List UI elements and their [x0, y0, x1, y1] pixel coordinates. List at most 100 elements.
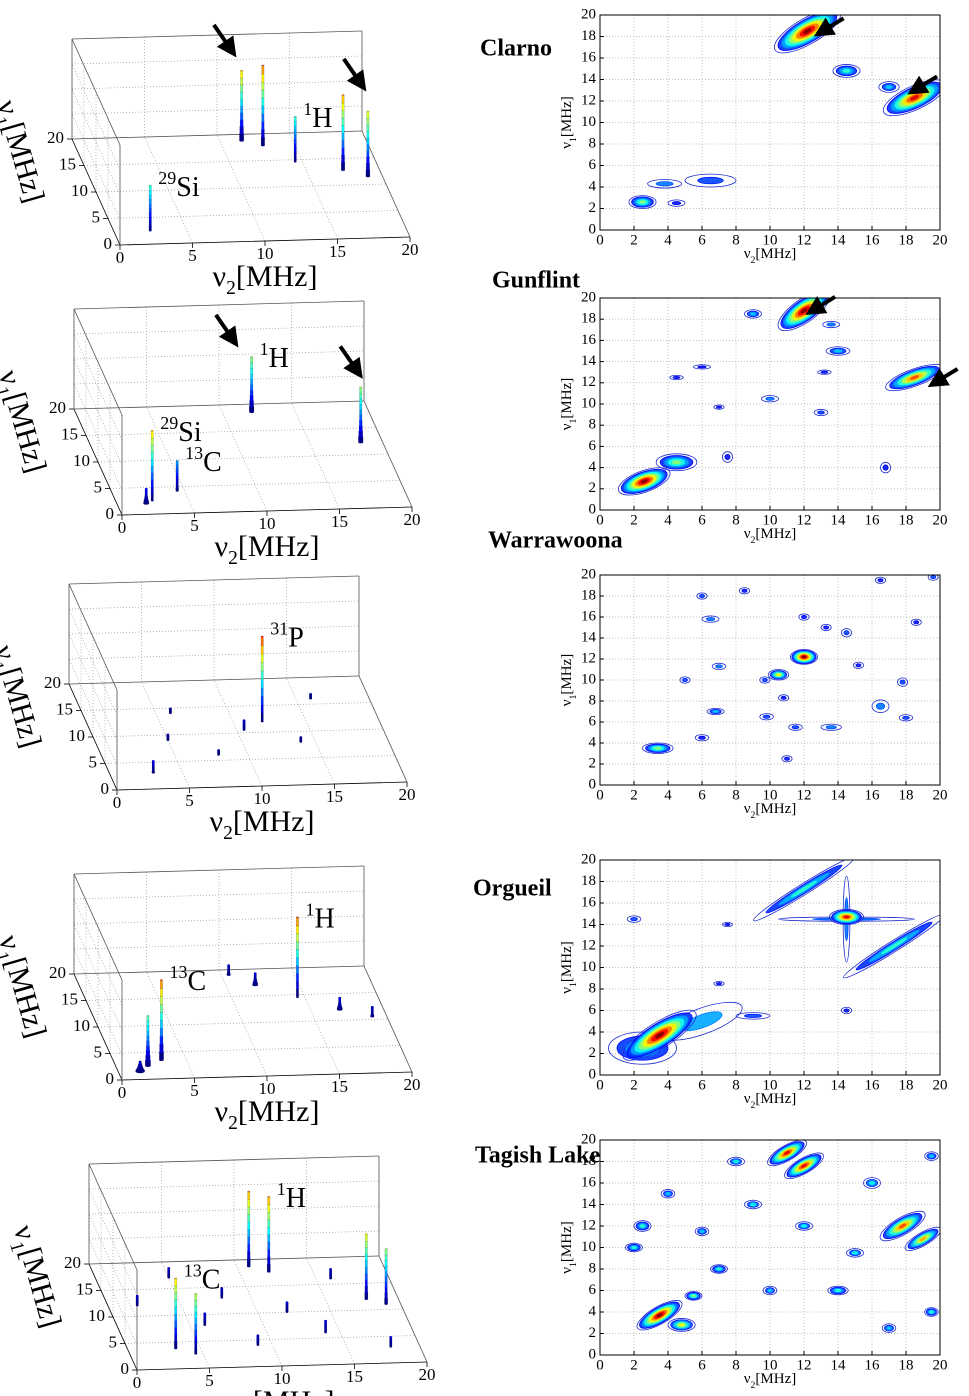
- y-tick-label: 5: [92, 207, 101, 226]
- contour-line: [744, 309, 762, 319]
- contour-peak: [841, 628, 853, 638]
- axis-line: [71, 30, 363, 40]
- contour-line: [919, 1236, 927, 1242]
- contour-line: [671, 201, 682, 206]
- axis-line: [363, 400, 413, 508]
- peak-layer-top: [338, 996, 342, 999]
- y-tick-label: 0: [101, 779, 110, 798]
- contour-line: [647, 179, 682, 189]
- peak-label-text: Si: [178, 417, 202, 448]
- x-tick-label: 20: [419, 1365, 436, 1384]
- grid-line: [104, 755, 396, 764]
- contour-peak: [669, 374, 684, 381]
- y-tick-label: 4: [589, 459, 597, 475]
- x-tick-label: 20: [933, 1077, 948, 1093]
- contour-peak: [713, 981, 725, 987]
- wall-grid: [68, 650, 360, 660]
- y-tick-label: 8: [589, 980, 597, 996]
- contour-line: [684, 173, 737, 188]
- x-tick-label: 2: [630, 1357, 638, 1373]
- axis-line: [68, 683, 118, 791]
- x-tick-label: 12: [797, 1077, 812, 1093]
- peak: [248, 356, 255, 414]
- contour-line: [784, 1150, 790, 1155]
- y-tick-label: 0: [589, 776, 597, 792]
- contour-line: [654, 746, 662, 750]
- x-tick-label: 6: [698, 787, 706, 803]
- peak-label-text: H: [312, 103, 332, 134]
- contour-line: [749, 1202, 757, 1207]
- sample-title: Warrawoona: [488, 528, 623, 554]
- grid-line: [218, 969, 268, 1077]
- peak-layer-top: [220, 1287, 224, 1289]
- contour-line: [655, 1032, 664, 1039]
- y-tick-label: 10: [73, 1016, 90, 1035]
- contour-line: [701, 615, 720, 623]
- contour-line: [753, 860, 855, 922]
- axis-line: [73, 400, 365, 410]
- wall-grid: [73, 333, 123, 441]
- contour-line: [790, 880, 818, 898]
- axis-label: ν2[MHz]: [210, 805, 315, 844]
- label-sub: 1: [568, 694, 579, 699]
- grid-line: [306, 1257, 355, 1365]
- label-symbol: ν: [215, 530, 229, 563]
- y-tick-label: 20: [581, 6, 596, 22]
- contour-line: [846, 1248, 864, 1258]
- x-tick-label: 10: [763, 512, 778, 528]
- contour-line: [820, 723, 842, 731]
- peak-label-text: C: [203, 447, 222, 478]
- arrow: [805, 295, 837, 315]
- peak: [194, 1293, 198, 1355]
- peak-layer-top: [299, 736, 303, 738]
- x-tick-label: 8: [732, 1077, 740, 1093]
- plot-frame: [599, 14, 941, 231]
- y-tick-label: 12: [581, 374, 596, 390]
- axis-label: ν1[MHz]: [0, 366, 53, 478]
- contour-peak: [904, 1226, 940, 1251]
- y-tick-label: 16: [581, 1174, 597, 1190]
- x-tick-label: 16: [865, 232, 881, 248]
- axis-label: ν1[MHz]: [0, 641, 48, 753]
- peak: [151, 760, 156, 774]
- label-symbol: ν: [744, 526, 751, 542]
- axis-line: [73, 873, 123, 981]
- label-symbol: ν: [559, 423, 575, 430]
- label-unit: [MHz]: [14, 1244, 68, 1332]
- label-sub: 2: [751, 255, 756, 266]
- peak-layer: [260, 652, 264, 663]
- peak-label-sup: 1: [305, 899, 314, 919]
- grid-line: [83, 157, 375, 166]
- plot-frame: [599, 574, 941, 786]
- peak: [252, 972, 259, 987]
- peak-label: 1H: [305, 899, 334, 934]
- contour-line: [843, 915, 850, 919]
- peak-label-sup: 13: [169, 962, 187, 982]
- contour-peak: [767, 1140, 807, 1167]
- peak-label: 1H: [260, 339, 289, 374]
- peak-label: 29Si: [158, 168, 200, 203]
- axis-line: [116, 781, 408, 791]
- x-tick-label: 16: [865, 787, 881, 803]
- contour-line: [759, 676, 771, 684]
- y-tick-label: 20: [64, 1253, 81, 1272]
- contour-peak: [924, 1151, 939, 1161]
- peak: [336, 996, 343, 1011]
- x-tick-label: 5: [190, 516, 199, 535]
- peak-layer-top: [364, 1233, 368, 1236]
- sample-title: Clarno: [480, 36, 552, 62]
- y-tick-label: 16: [581, 332, 597, 348]
- peak-label-sup: 1: [303, 99, 312, 119]
- contour-line: [716, 1267, 722, 1271]
- peak-label-text: H: [314, 904, 334, 935]
- y-tick-label: 6: [589, 438, 597, 454]
- contour-line: [715, 664, 723, 669]
- peak-layer-top: [167, 1267, 171, 1269]
- contour-peak: [617, 467, 671, 496]
- contour-line: [825, 725, 837, 730]
- x-tick-label: 20: [402, 240, 419, 259]
- peak-layer-top: [296, 916, 299, 919]
- y-tick-label: 5: [94, 477, 103, 496]
